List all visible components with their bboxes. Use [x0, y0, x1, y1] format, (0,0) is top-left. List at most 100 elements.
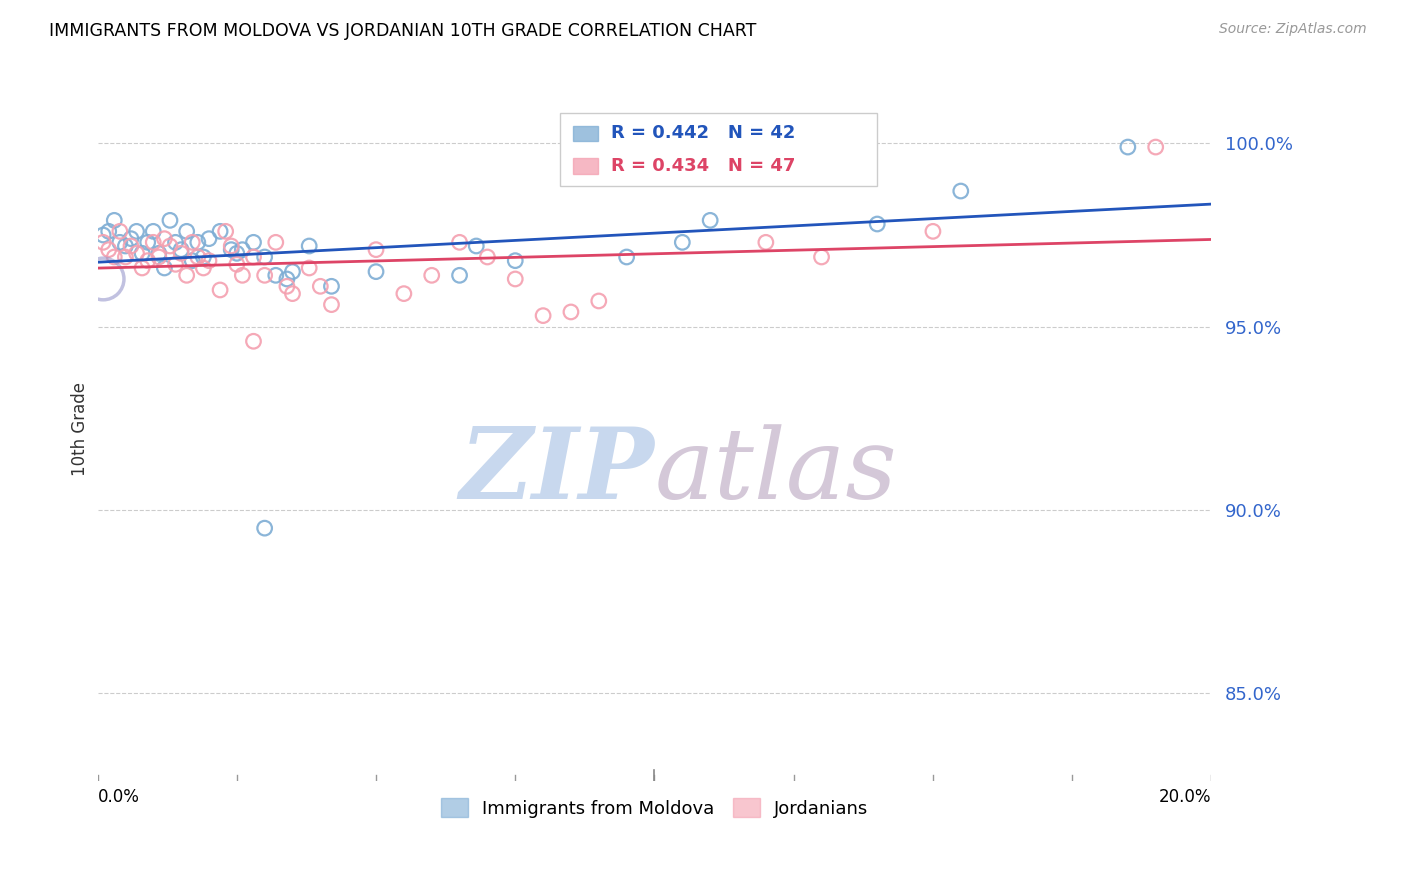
Text: ZIP: ZIP [460, 423, 654, 520]
Text: atlas: atlas [654, 424, 897, 519]
Point [91, 235, 114, 250]
Point [364, 265, 387, 279]
Point [276, 279, 298, 293]
Text: R = 0.434   N = 47: R = 0.434 N = 47 [612, 157, 796, 175]
Point [449, 235, 471, 250]
Point [755, 235, 778, 250]
Point [187, 250, 209, 264]
Point [148, 246, 170, 260]
Point [503, 253, 526, 268]
Y-axis label: 10th Grade: 10th Grade [72, 382, 89, 476]
Point [281, 286, 304, 301]
Point [120, 239, 142, 253]
Point [231, 243, 253, 257]
Point [922, 224, 945, 238]
Point [449, 268, 471, 283]
Point [148, 250, 170, 264]
Point [114, 239, 136, 253]
Point [209, 224, 232, 238]
Point [1116, 140, 1139, 154]
Point [242, 235, 264, 250]
Point [136, 253, 159, 268]
Point [91, 272, 114, 286]
Point [176, 268, 198, 283]
Text: R = 0.442   N = 42: R = 0.442 N = 42 [612, 124, 796, 143]
Text: 0.0%: 0.0% [97, 789, 139, 806]
Point [699, 213, 721, 227]
Point [616, 250, 638, 264]
Point [264, 235, 287, 250]
Point [187, 235, 209, 250]
Point [125, 224, 148, 238]
Text: 20.0%: 20.0% [1159, 789, 1212, 806]
Text: Source: ZipAtlas.com: Source: ZipAtlas.com [1219, 22, 1367, 37]
Point [242, 334, 264, 349]
Point [531, 309, 554, 323]
Point [671, 235, 693, 250]
Point [298, 260, 321, 275]
Point [321, 298, 343, 312]
Point [477, 250, 499, 264]
Point [103, 250, 125, 264]
Point [214, 224, 236, 238]
Point [181, 253, 204, 268]
Point [253, 250, 276, 264]
Point [142, 235, 165, 250]
Point [159, 213, 181, 227]
Point [181, 235, 204, 250]
Point [136, 235, 159, 250]
Text: IMMIGRANTS FROM MOLDOVA VS JORDANIAN 10TH GRADE CORRELATION CHART: IMMIGRANTS FROM MOLDOVA VS JORDANIAN 10T… [49, 22, 756, 40]
Point [364, 243, 387, 257]
Point [114, 250, 136, 264]
Point [108, 224, 131, 238]
Point [264, 268, 287, 283]
Point [231, 268, 253, 283]
Point [392, 286, 415, 301]
Point [170, 243, 193, 257]
Point [949, 184, 972, 198]
Point [165, 257, 187, 271]
Point [810, 250, 832, 264]
Point [108, 235, 131, 250]
Point [276, 272, 298, 286]
Point [309, 279, 332, 293]
Point [103, 213, 125, 227]
Point [420, 268, 443, 283]
Point [281, 265, 304, 279]
Point [176, 224, 198, 238]
Point [165, 235, 187, 250]
Point [219, 239, 242, 253]
Bar [560, 112, 877, 186]
Point [225, 257, 247, 271]
Point [153, 232, 176, 246]
Point [193, 250, 215, 264]
Point [219, 243, 242, 257]
Point [131, 260, 153, 275]
Point [153, 260, 176, 275]
Point [198, 232, 221, 246]
Bar [574, 158, 598, 174]
Point [131, 246, 153, 260]
Point [193, 260, 215, 275]
Point [1144, 140, 1167, 154]
Point [159, 239, 181, 253]
Bar [574, 126, 598, 141]
Point [97, 224, 120, 238]
Point [209, 283, 232, 297]
Point [298, 239, 321, 253]
Point [198, 253, 221, 268]
Point [120, 232, 142, 246]
Point [253, 268, 276, 283]
Point [588, 293, 610, 308]
Point [465, 239, 488, 253]
Point [866, 217, 889, 231]
Point [125, 246, 148, 260]
Point [560, 305, 582, 319]
Point [97, 243, 120, 257]
Point [242, 250, 264, 264]
Point [91, 227, 114, 242]
Point [225, 246, 247, 260]
Point [503, 272, 526, 286]
Point [253, 521, 276, 535]
Point [321, 279, 343, 293]
